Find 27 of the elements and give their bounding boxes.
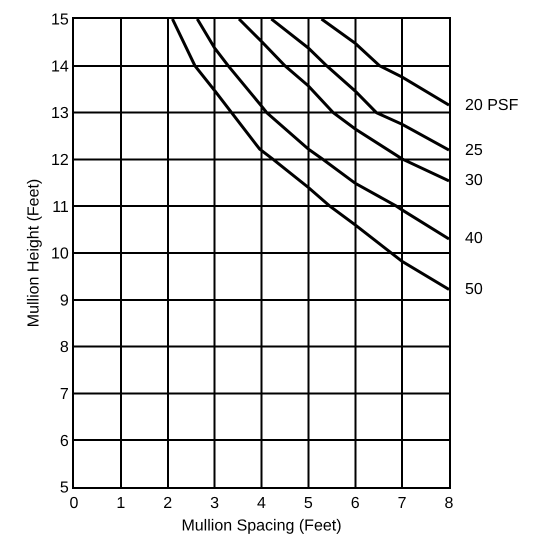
y-tick-label: 11 [52,198,69,216]
series-label: 30 [465,172,483,189]
x-tick-label: 7 [398,495,407,512]
y-tick-label: 9 [60,292,69,310]
x-tick-label: 4 [257,495,266,512]
y-tick-label: 12 [51,152,69,169]
x-tick-label: 0 [70,495,79,512]
series-label: 25 [465,142,483,159]
y-tick-label: 15 [51,12,69,29]
series-label: 40 [465,230,483,247]
x-tick-label: 1 [116,495,126,512]
y-tick-label: 13 [51,105,69,122]
y-tick-label: 10 [51,246,69,263]
x-tick-label: 2 [163,495,172,512]
x-tick-label: 8 [444,495,454,512]
x-tick-label: 3 [210,495,220,512]
x-tick-label: 5 [304,495,313,512]
series-label: 20 PSF [465,97,519,114]
y-axis-title: Mullion Height (Feet) [25,178,42,328]
y-tick-label: 7 [60,386,69,403]
x-tick-label: 6 [350,495,360,512]
y-tick-label: 5 [60,480,69,497]
x-axis-title: Mullion Spacing (Feet) [181,517,342,534]
y-tick-label: 6 [60,432,69,450]
series-label: 50 [465,281,483,298]
y-tick-label: 8 [60,339,69,356]
y-tick-label: 14 [51,58,69,76]
